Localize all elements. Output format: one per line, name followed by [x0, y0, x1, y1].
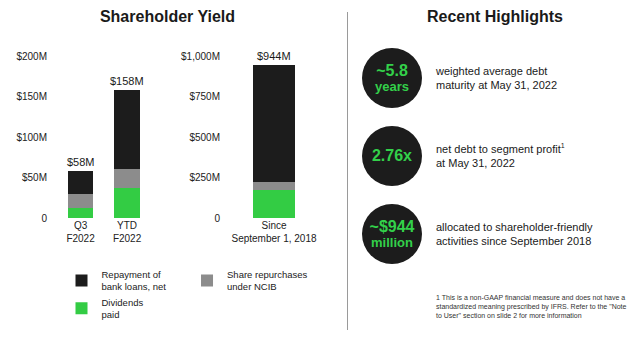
- svg-text:$100M: $100M: [16, 132, 47, 143]
- svg-text:$50M: $50M: [22, 172, 47, 183]
- html-text:2.76x: 2.76x: [372, 146, 412, 164]
- html-text:weighted average debt: weighted average debt: [436, 64, 548, 77]
- html-text:Shareholder Yield: Shareholder Yield: [99, 8, 236, 25]
- html-text:maturity at May 31, 2022: maturity at May 31, 2022: [436, 79, 558, 91]
- html-text:1 This is a non-GAAP financial: 1 This is a non-GAAP financial measure a…: [436, 294, 627, 319]
- svg-text:0: 0: [214, 213, 220, 224]
- html-text:allocated to shareholder-frien: allocated to shareholder-friendly: [436, 220, 593, 233]
- svg-text:YTDF2022: YTDF2022: [113, 220, 142, 244]
- svg-text:$200M: $200M: [16, 51, 47, 62]
- svg-text:$150M: $150M: [16, 91, 47, 102]
- svg-text:SinceSeptember 1, 2018: SinceSeptember 1, 2018: [231, 220, 316, 244]
- html-text:at May 31, 2022: at May 31, 2022: [436, 157, 515, 170]
- svg-text:$944M: $944M: [257, 50, 291, 62]
- html-text:~$944: ~$944: [369, 217, 415, 235]
- svg-text:$500M: $500M: [189, 132, 220, 143]
- html-text:activities since September 201: activities since September 2018: [436, 235, 592, 247]
- svg-text:Q3F2022: Q3F2022: [66, 220, 95, 244]
- svg-text:Repayment ofbank loans, net: Repayment ofbank loans, net: [102, 269, 167, 292]
- html-text:~5.8: ~5.8: [376, 61, 408, 79]
- svg-text:0: 0: [41, 213, 47, 224]
- svg-text:Dividendspaid: Dividendspaid: [102, 297, 144, 320]
- svg-text:$250M: $250M: [189, 172, 220, 183]
- html-text:Recent Highlights: Recent Highlights: [427, 8, 563, 25]
- html-text:years: years: [375, 78, 409, 94]
- html-text:million: million: [371, 234, 413, 250]
- svg-text:$1,000M: $1,000M: [181, 51, 220, 62]
- svg-text:$158M: $158M: [110, 75, 144, 87]
- html-text:net debt to segment profit1: net debt to segment profit1: [436, 142, 565, 155]
- svg-text:Share repurchasesunder NCIB: Share repurchasesunder NCIB: [227, 269, 308, 292]
- svg-text:$58M: $58M: [67, 156, 95, 168]
- svg-text:$750M: $750M: [189, 91, 220, 102]
